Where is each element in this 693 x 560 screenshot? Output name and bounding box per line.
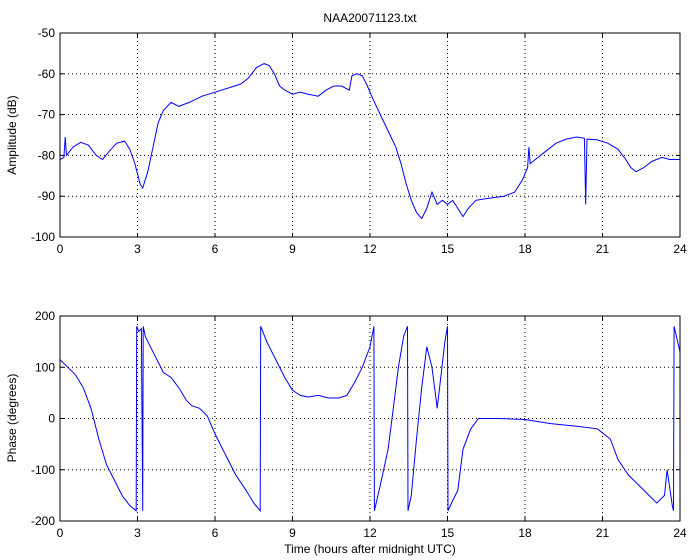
phase-xtick-label: 12 (363, 526, 377, 540)
phase-ytick-label: 100 (35, 360, 55, 374)
amplitude-xtick-label: 3 (134, 242, 141, 256)
amplitude-ytick-label: -100 (31, 230, 55, 244)
phase-xtick-label: 15 (441, 526, 455, 540)
phase-xlabel: Time (hours after midnight UTC) (284, 542, 456, 556)
amplitude-xtick-label: 0 (57, 242, 64, 256)
amplitude-ylabel: Amplitude (dB) (5, 95, 19, 174)
phase-ylabel: Phase (degrees) (5, 374, 19, 463)
amplitude-ytick-label: -70 (38, 108, 56, 122)
amplitude-xtick-label: 18 (518, 242, 532, 256)
phase-ytick-label: -100 (31, 463, 55, 477)
phase-plot: 0 3 6 9 12 15 18 21 24 -200 -100 0 100 200 Phase (deg… (5, 309, 687, 556)
phase-xtick-label: 0 (57, 526, 64, 540)
amplitude-xtick-label: 6 (212, 242, 219, 256)
amplitude-xtick-label: 12 (363, 242, 377, 256)
amplitude-xtick-label: 24 (673, 242, 687, 256)
amplitude-xtick-label: 9 (289, 242, 296, 256)
phase-line (59, 326, 681, 513)
phase-ytick-label: -200 (31, 514, 55, 528)
phase-xtick-label: 9 (289, 526, 296, 540)
amplitude-xtick-label: 15 (441, 242, 455, 256)
phase-grid (60, 316, 680, 521)
amplitude-plot: 0 3 6 9 12 15 18 21 24 -100 -90 -80 -70 -60 -50 Amplit… (5, 26, 687, 256)
phase-xtick-label: 24 (673, 526, 687, 540)
phase-xtick-label: 3 (134, 526, 141, 540)
amplitude-ytick-label: -90 (38, 189, 56, 203)
phase-xtick-label: 21 (596, 526, 610, 540)
phase-xtick-label: 6 (212, 526, 219, 540)
amplitude-ticks: 0 3 6 9 12 15 18 21 24 -100 -90 -80 -70 -60 -50 (31, 26, 687, 256)
amplitude-xtick-label: 21 (596, 242, 610, 256)
amplitude-ytick-label: -80 (38, 148, 56, 162)
amplitude-line (59, 63, 680, 220)
phase-xtick-label: 18 (518, 526, 532, 540)
chart-title: NAA20071123.txt (323, 11, 417, 25)
amplitude-grid (60, 33, 680, 237)
phase-ytick-label: 200 (35, 309, 55, 323)
phase-ticks: 0 3 6 9 12 15 18 21 24 -200 -100 0 100 200 (31, 309, 687, 540)
amplitude-ytick-label: -60 (38, 67, 56, 81)
phase-ytick-label: 0 (48, 412, 55, 426)
amplitude-axes-box (59, 32, 681, 238)
amplitude-ytick-label: -50 (38, 26, 56, 40)
